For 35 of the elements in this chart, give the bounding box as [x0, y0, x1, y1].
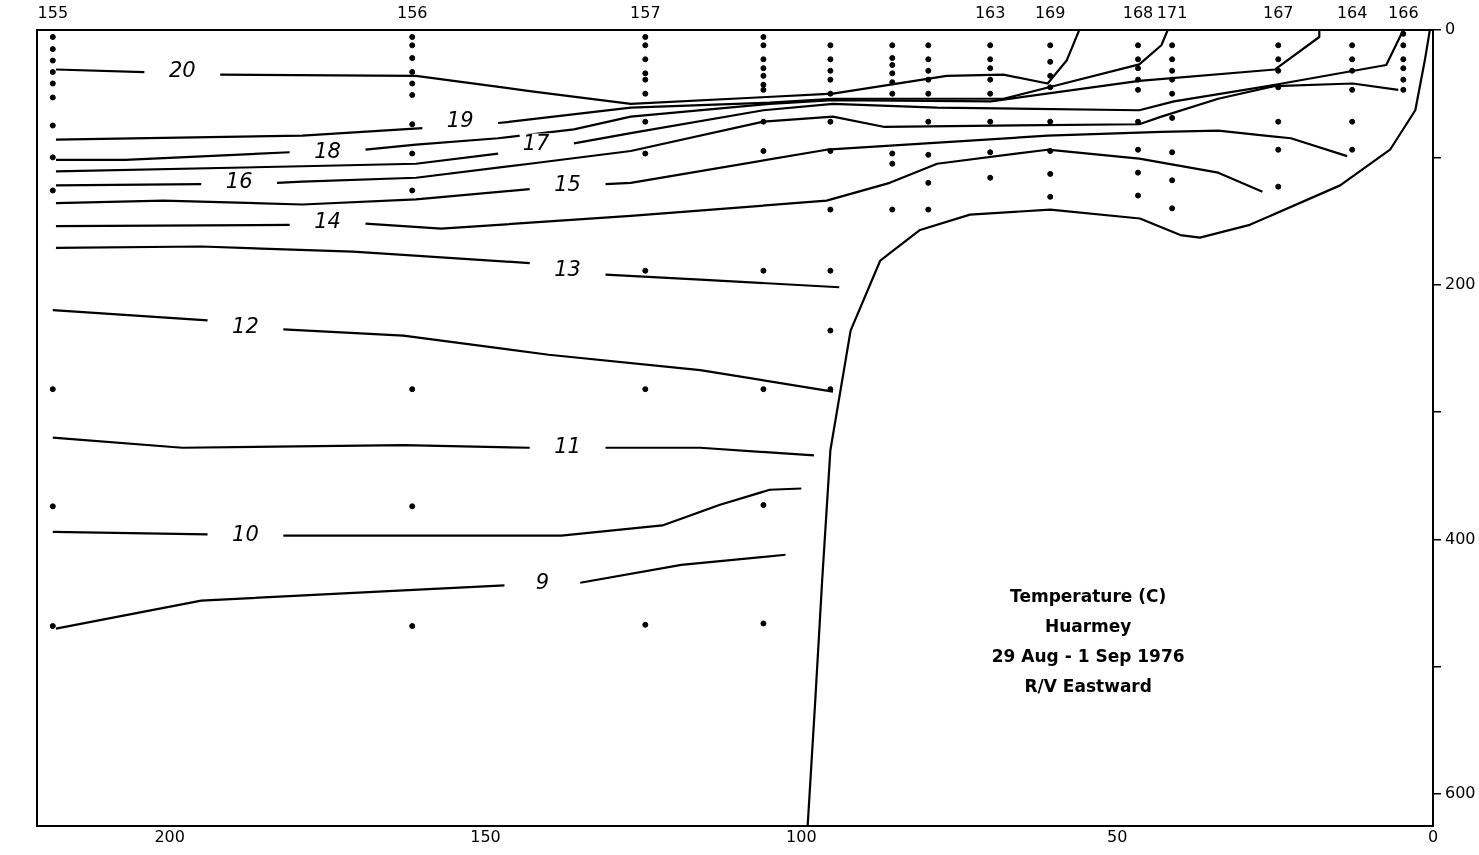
- annotation: 169: [1034, 3, 1066, 23]
- annotation: 166: [1388, 3, 1419, 23]
- y-tick-label: 200: [1445, 273, 1476, 293]
- y-tick-label: 0: [1445, 19, 1456, 39]
- x-tick-label: 150: [470, 826, 501, 846]
- annotation: R/V Eastward: [1024, 675, 1152, 696]
- annotation: 14: [314, 208, 341, 233]
- annotation: 17: [522, 131, 551, 156]
- annotation: 20: [168, 58, 196, 83]
- annotation: Huarmey: [1044, 615, 1132, 636]
- x-tick-label: 0: [1427, 826, 1439, 846]
- annotation: 10: [232, 522, 259, 547]
- annotation: 156: [396, 3, 428, 23]
- annotation: 15: [554, 171, 581, 196]
- y-tick-label: 400: [1445, 528, 1476, 548]
- annotation: 9: [535, 570, 550, 595]
- annotation: 164: [1336, 3, 1368, 23]
- x-tick-label: 100: [786, 826, 817, 846]
- annotation: 18: [314, 138, 341, 163]
- annotation: 163: [974, 3, 1006, 23]
- annotation: Temperature (C): [1010, 585, 1167, 606]
- annotation: 12: [232, 314, 259, 339]
- annotation: 157: [630, 3, 661, 23]
- annotation: 13: [554, 257, 581, 282]
- annotation: 168: [1122, 3, 1154, 23]
- annotation: 167: [1262, 3, 1294, 23]
- annotation: 171: [1156, 3, 1188, 23]
- x-tick-label: 200: [154, 826, 185, 846]
- annotation: 19: [446, 108, 474, 133]
- annotation: 155: [37, 3, 69, 23]
- annotation: 16: [225, 169, 253, 194]
- x-tick-label: 50: [1106, 826, 1128, 846]
- annotation: 11: [554, 434, 581, 459]
- annotation: 29 Aug - 1 Sep 1976: [991, 645, 1185, 666]
- y-tick-label: 600: [1445, 783, 1476, 803]
